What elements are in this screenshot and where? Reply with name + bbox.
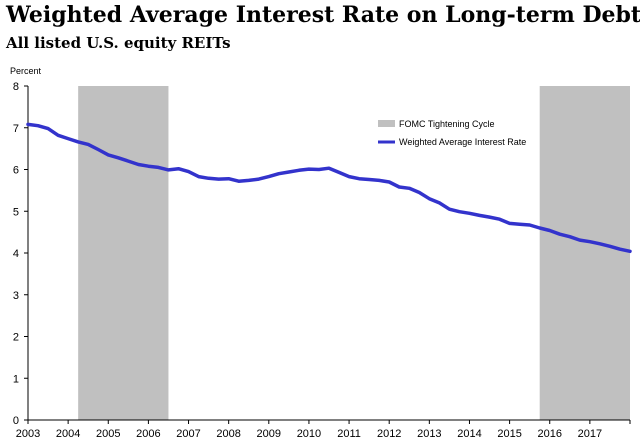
line-chart: 0 1 2 3 4 5 6 7 8 Percent 2003 2004 2005 2006 2007 2008… bbox=[0, 0, 640, 442]
y-tick-label: 3 bbox=[13, 290, 19, 302]
x-tick-label: 2004 bbox=[56, 428, 80, 440]
y-tick-label: 8 bbox=[13, 81, 19, 93]
y-tick-label: 7 bbox=[13, 123, 19, 135]
y-tick-label: 0 bbox=[13, 415, 19, 427]
legend-swatch-fomc bbox=[378, 120, 395, 127]
x-tick-label: 2012 bbox=[377, 428, 401, 440]
legend-label-rate: Weighted Average Interest Rate bbox=[399, 137, 526, 147]
x-tick-label: 2015 bbox=[497, 428, 521, 440]
y-tick-label: 6 bbox=[13, 165, 19, 177]
y-tick-label: 4 bbox=[13, 248, 19, 260]
x-tick-label: 2003 bbox=[16, 428, 40, 440]
y-tick-label: 1 bbox=[13, 373, 19, 385]
x-tick-label: 2010 bbox=[297, 428, 321, 440]
x-tick-label: 2008 bbox=[216, 428, 240, 440]
x-tick-label: 2005 bbox=[96, 428, 120, 440]
x-tick-label: 2016 bbox=[537, 428, 561, 440]
x-tick-label: 2014 bbox=[457, 428, 481, 440]
y-tick-label: 2 bbox=[13, 332, 19, 344]
shaded-region bbox=[540, 86, 630, 420]
x-tick-label: 2006 bbox=[136, 428, 160, 440]
x-tick-label: 2007 bbox=[176, 428, 200, 440]
x-tick-label: 2013 bbox=[417, 428, 441, 440]
y-tick-label: 5 bbox=[13, 206, 19, 218]
shaded-region bbox=[78, 86, 168, 420]
x-tick-label: 2009 bbox=[257, 428, 281, 440]
y-axis-label: Percent bbox=[10, 66, 42, 76]
legend-label-fomc: FOMC Tightening Cycle bbox=[399, 119, 495, 129]
x-tick-label: 2017 bbox=[578, 428, 602, 440]
x-tick-label: 2011 bbox=[337, 428, 361, 440]
shaded-regions bbox=[78, 86, 630, 420]
legend: FOMC Tightening Cycle Weighted Average In… bbox=[378, 119, 526, 147]
